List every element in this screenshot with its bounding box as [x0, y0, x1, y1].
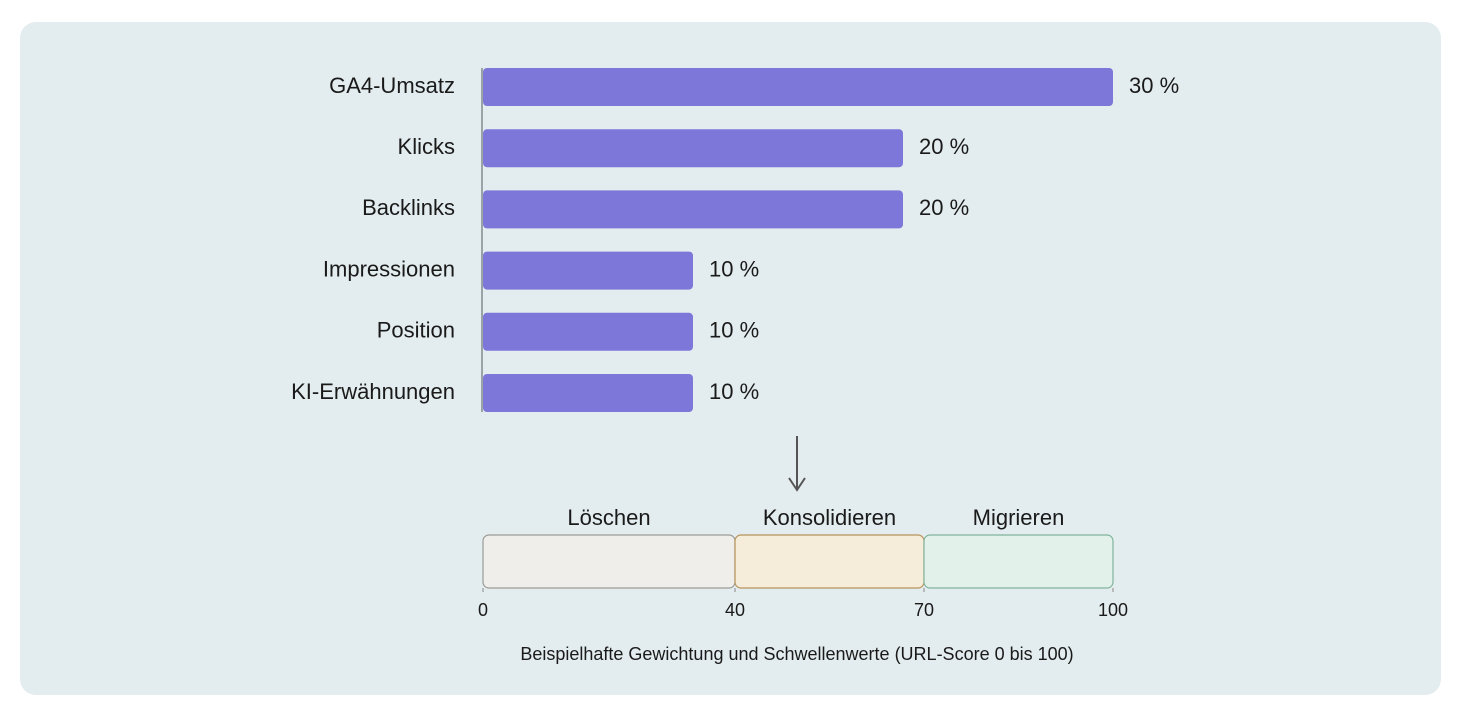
bar — [483, 190, 903, 229]
y-tick-label: GA4-Umsatz — [329, 73, 455, 98]
panel — [20, 22, 1441, 695]
segment-label: Migrieren — [973, 505, 1065, 530]
x-tick-label: 70 — [914, 600, 934, 620]
value-label: 10 % — [709, 256, 759, 281]
value-label: 10 % — [709, 318, 759, 343]
y-tick-label: Impressionen — [323, 256, 455, 281]
value-label: 10 % — [709, 379, 759, 404]
y-tick-label: Klicks — [398, 134, 455, 159]
segment-label: Löschen — [567, 505, 650, 530]
x-axis-label: Beispielhafte Gewichtung und Schwellenwe… — [520, 644, 1073, 664]
x-tick-label: 100 — [1098, 600, 1128, 620]
bar — [483, 251, 693, 290]
segment-label: Konsolidieren — [763, 505, 896, 530]
value-label: 20 % — [919, 134, 969, 159]
y-tick-label: Position — [377, 318, 455, 343]
segment — [923, 534, 1114, 589]
bar — [483, 374, 693, 412]
y-tick-label: KI-Erwähnungen — [291, 379, 455, 404]
value-label: 20 % — [919, 195, 969, 220]
bar — [483, 129, 903, 168]
x-tick-label: 40 — [725, 600, 745, 620]
bar — [483, 68, 1113, 106]
segment — [734, 534, 925, 589]
arrow-head — [788, 477, 806, 492]
x-tick-label: 0 — [478, 600, 488, 620]
value-label: 30 % — [1129, 73, 1179, 98]
y-tick-label: Backlinks — [362, 195, 455, 220]
bar — [483, 312, 693, 351]
segment — [482, 534, 736, 589]
